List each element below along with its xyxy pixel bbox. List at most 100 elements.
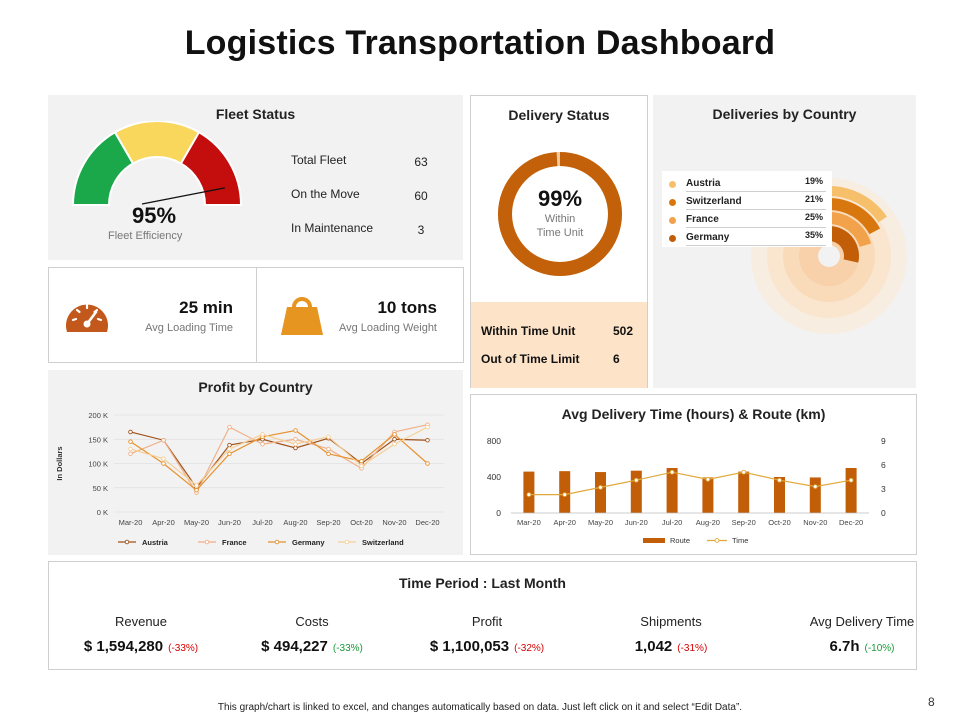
page-number: 8 xyxy=(928,695,935,709)
donut-within-time xyxy=(498,152,622,276)
profit-by-country-panel: Profit by Country 200 K 150 K 100 K 50 K 0 K… xyxy=(48,370,463,555)
time-point xyxy=(633,477,639,483)
data-point xyxy=(326,434,331,440)
delivery-status-title: Delivery Status xyxy=(508,107,610,123)
y-tick-label: 100 K xyxy=(88,460,108,469)
country-arc xyxy=(829,212,872,247)
time-point xyxy=(705,477,711,482)
gauge-needle-icon xyxy=(141,187,226,205)
legend-label: Switzerland xyxy=(362,538,404,547)
country-value: 25% xyxy=(805,212,824,222)
fleet-gauge xyxy=(71,121,243,206)
out-of-time-label: Out of Time Limit xyxy=(481,352,580,366)
x-tick-label: Jul-20 xyxy=(662,518,682,527)
data-point xyxy=(161,461,166,466)
series-line-austria xyxy=(130,431,428,489)
country-dot-icon xyxy=(669,181,676,188)
delivery-sub-within: Within xyxy=(544,213,576,225)
kpi-value: $ 1,100,053 xyxy=(429,638,510,655)
legend-label: Germany xyxy=(292,538,325,547)
country-underline xyxy=(686,209,826,210)
data-point xyxy=(260,432,265,437)
x-tick-label: Oct-20 xyxy=(768,518,791,527)
fleet-stat-label: On the Move xyxy=(291,187,360,201)
x-tick-label: Nov-20 xyxy=(382,518,406,527)
deliveries-by-country-title: Deliveries by Country xyxy=(712,106,857,122)
fleet-stat-value: 63 xyxy=(414,155,428,169)
time-point xyxy=(741,469,747,475)
fleet-stat-value: 3 xyxy=(417,223,425,237)
dashboard-title: Logistics Transportation Dashboard xyxy=(184,24,776,62)
country-value: 19% xyxy=(805,176,824,186)
data-point xyxy=(392,441,397,447)
time-line xyxy=(528,471,852,496)
fleet-stat-label: In Maintenance xyxy=(291,221,374,235)
route-bar xyxy=(738,471,750,513)
x-tick-label: Jun-20 xyxy=(218,518,241,527)
fleet-efficiency-label: Fleet Efficiency xyxy=(108,230,183,242)
country-value: 21% xyxy=(805,194,824,204)
legend-time-label: Time xyxy=(732,536,748,545)
route-bar xyxy=(774,477,785,513)
loading-kpi-panel: 25 min Avg Loading Time 10 tons Avg Load… xyxy=(48,267,464,363)
data-point xyxy=(194,483,199,488)
series-line-germany xyxy=(130,429,428,491)
series-line-switzerland xyxy=(130,426,428,487)
delivery-sub-timeunit: Time Unit xyxy=(536,227,584,239)
legend-time-marker xyxy=(714,538,720,543)
kpi-value: 1,042 xyxy=(634,638,673,655)
country-underline xyxy=(686,191,826,192)
kpi-value-row: $ 1,100,053 (-32%) xyxy=(387,638,587,656)
legend-label: Austria xyxy=(142,538,169,547)
left-tick-label: 0 xyxy=(496,508,501,518)
deliveries-by-country-panel: Deliveries by Country Austria 19% Switzerl… xyxy=(653,95,916,388)
country-dot-icon xyxy=(669,235,676,242)
data-point xyxy=(227,446,232,452)
time-point xyxy=(812,484,818,489)
x-tick-label: May-20 xyxy=(588,518,613,527)
within-time-label: Within Time Unit xyxy=(481,324,576,338)
kpi-label: Shipments xyxy=(640,614,702,629)
out-of-time-value: 6 xyxy=(613,352,620,366)
series-line-france xyxy=(130,424,428,494)
legend-marker xyxy=(274,539,280,545)
right-tick-label: 0 xyxy=(881,508,886,518)
data-point xyxy=(227,442,232,448)
data-point xyxy=(326,446,331,452)
data-point xyxy=(293,428,298,433)
data-point xyxy=(359,463,364,469)
data-point xyxy=(128,439,133,444)
time-point xyxy=(562,492,568,497)
x-tick-label: Mar-20 xyxy=(119,518,143,527)
x-tick-label: Aug-20 xyxy=(283,518,307,527)
kpi-change: (-32%) xyxy=(514,643,545,654)
time-point xyxy=(777,477,782,483)
kpi-value-row: 1,042 (-31%) xyxy=(571,638,771,656)
data-point xyxy=(326,451,331,457)
kpi-change: (-10%) xyxy=(864,643,895,654)
data-point xyxy=(227,424,232,430)
x-tick-label: Aug-20 xyxy=(696,518,720,527)
country-arc xyxy=(829,226,859,263)
legend-label: France xyxy=(222,538,247,547)
loading-time-label: Avg Loading Time xyxy=(145,322,233,334)
route-bar xyxy=(809,477,821,513)
delivery-route-panel: Avg Delivery Time (hours) & Route (km) 8… xyxy=(470,394,917,555)
legend-marker xyxy=(124,539,130,545)
legend-marker xyxy=(204,539,210,545)
fleet-stat-value: 60 xyxy=(414,189,428,203)
time-point xyxy=(669,469,675,475)
x-tick-label: Mar-20 xyxy=(517,518,541,527)
legend-route-swatch xyxy=(643,538,665,543)
loading-weight-value: 10 tons xyxy=(377,298,437,317)
country-arc xyxy=(829,186,887,223)
x-tick-label: Oct-20 xyxy=(350,518,373,527)
delivery-donut xyxy=(498,152,622,276)
delivery-status-panel: Delivery Status 99% Within Time Unit Wit… xyxy=(470,95,648,388)
legend-marker xyxy=(344,539,350,545)
x-tick-label: Sep-20 xyxy=(732,518,756,527)
data-point xyxy=(260,441,265,447)
route-bar xyxy=(702,477,714,513)
profit-line-chart: 200 K 150 K 100 K 50 K 0 K In Dollars Mar-20 Ap… xyxy=(55,411,444,547)
country-underline xyxy=(686,227,826,228)
